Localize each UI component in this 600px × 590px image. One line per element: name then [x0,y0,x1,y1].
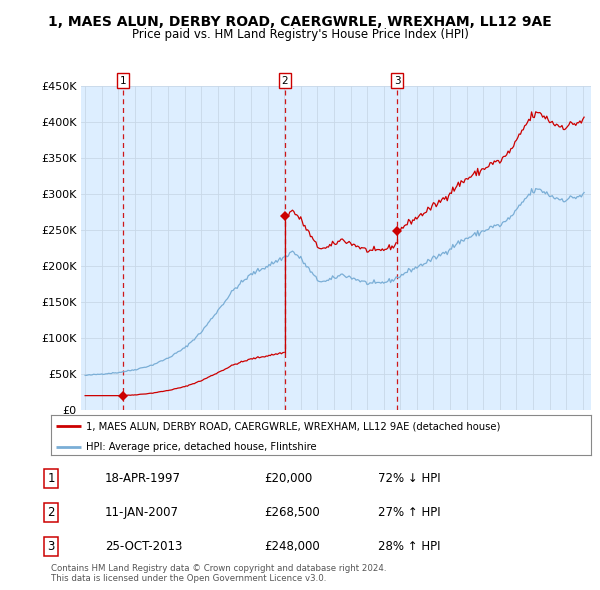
Text: Contains HM Land Registry data © Crown copyright and database right 2024.
This d: Contains HM Land Registry data © Crown c… [51,563,386,583]
Text: 3: 3 [47,540,55,553]
Text: 1, MAES ALUN, DERBY ROAD, CAERGWRLE, WREXHAM, LL12 9AE (detached house): 1, MAES ALUN, DERBY ROAD, CAERGWRLE, WRE… [86,421,500,431]
Text: 18-APR-1997: 18-APR-1997 [105,472,181,485]
Text: HPI: Average price, detached house, Flintshire: HPI: Average price, detached house, Flin… [86,442,317,452]
Text: 28% ↑ HPI: 28% ↑ HPI [378,540,440,553]
Text: 1: 1 [47,472,55,485]
Text: 25-OCT-2013: 25-OCT-2013 [105,540,182,553]
Text: 2: 2 [281,76,288,86]
Text: 1, MAES ALUN, DERBY ROAD, CAERGWRLE, WREXHAM, LL12 9AE: 1, MAES ALUN, DERBY ROAD, CAERGWRLE, WRE… [48,15,552,29]
Text: 72% ↓ HPI: 72% ↓ HPI [378,472,440,485]
Text: 1: 1 [120,76,127,86]
Text: 2: 2 [47,506,55,519]
Text: 11-JAN-2007: 11-JAN-2007 [105,506,179,519]
Text: 27% ↑ HPI: 27% ↑ HPI [378,506,440,519]
Text: £20,000: £20,000 [264,472,312,485]
Text: £248,000: £248,000 [264,540,320,553]
Text: Price paid vs. HM Land Registry's House Price Index (HPI): Price paid vs. HM Land Registry's House … [131,28,469,41]
Text: 3: 3 [394,76,401,86]
Text: £268,500: £268,500 [264,506,320,519]
